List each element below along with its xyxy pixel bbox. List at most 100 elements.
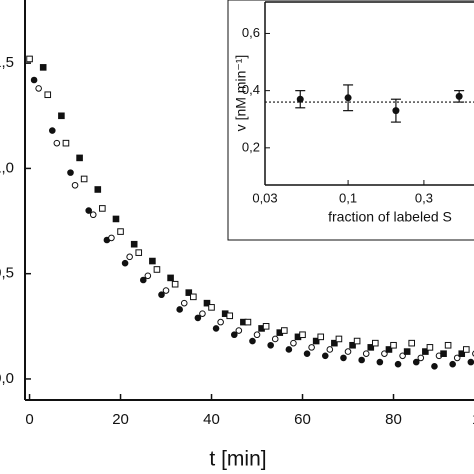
point — [285, 346, 293, 353]
point — [76, 154, 83, 162]
point — [194, 314, 202, 322]
point — [340, 354, 347, 362]
point — [455, 92, 463, 100]
point — [149, 257, 156, 265]
point — [39, 64, 47, 71]
point — [376, 358, 384, 366]
point — [230, 331, 238, 339]
point — [226, 312, 234, 320]
point — [353, 337, 361, 345]
y-tick-label: 0,0 — [0, 370, 14, 387]
point — [317, 333, 325, 341]
point — [390, 341, 397, 349]
point — [71, 181, 79, 189]
point — [48, 127, 56, 134]
point — [80, 175, 88, 183]
point — [403, 348, 411, 355]
point — [199, 310, 206, 317]
x-axis-label: fraction of labeled S — [328, 209, 452, 225]
point — [271, 335, 279, 343]
point — [185, 289, 193, 296]
x-axis-label: t [min] — [209, 448, 266, 471]
y-tick-label: 0,2 — [242, 139, 260, 154]
point — [53, 139, 61, 147]
point — [130, 240, 138, 248]
point — [422, 348, 429, 355]
point — [58, 112, 65, 120]
point — [281, 327, 288, 334]
point — [449, 360, 456, 368]
point — [321, 352, 329, 360]
point — [290, 339, 297, 347]
y-tick-label: 0,4 — [242, 82, 260, 97]
point — [89, 211, 97, 219]
point — [190, 293, 197, 301]
y-tick-label: 0,5 — [0, 265, 14, 282]
point — [135, 249, 143, 256]
point — [244, 318, 252, 326]
point — [312, 337, 320, 345]
point — [117, 228, 124, 235]
x-tick-label: 0,03 — [252, 190, 277, 205]
point — [203, 299, 211, 307]
point — [121, 259, 129, 267]
point — [349, 341, 356, 349]
point — [235, 327, 243, 334]
point — [444, 341, 452, 349]
point — [440, 350, 447, 357]
point — [167, 274, 174, 282]
point — [112, 215, 120, 223]
point — [176, 306, 183, 313]
point — [412, 358, 420, 366]
point — [344, 348, 352, 355]
point — [126, 253, 133, 261]
point — [262, 323, 270, 330]
point — [392, 107, 400, 115]
point — [296, 95, 304, 103]
point — [458, 350, 466, 357]
point — [303, 350, 311, 357]
point — [267, 341, 274, 349]
point — [99, 205, 106, 212]
point — [67, 169, 74, 176]
point — [394, 360, 402, 368]
point — [308, 344, 315, 351]
point — [212, 325, 220, 332]
point — [162, 287, 170, 294]
y-tick-label: 1,0 — [0, 159, 14, 176]
point — [153, 266, 161, 273]
point — [467, 358, 474, 366]
point — [108, 234, 115, 242]
point — [26, 55, 33, 63]
point — [335, 335, 343, 343]
point — [85, 207, 92, 214]
point — [417, 354, 425, 362]
point — [431, 363, 438, 370]
point — [331, 339, 338, 347]
point — [299, 331, 306, 339]
point — [62, 139, 70, 147]
y-tick-label: 1,5 — [0, 54, 14, 71]
point — [358, 356, 365, 364]
y-tick-label: 0,6 — [242, 25, 260, 40]
inset-frame — [227, 0, 474, 241]
x-tick-label: 60 — [294, 411, 311, 428]
x-tick-label: 40 — [203, 411, 220, 428]
point — [94, 186, 102, 193]
x-tick-label: 0,3 — [415, 190, 433, 205]
point — [408, 339, 416, 347]
point — [463, 346, 470, 353]
point — [326, 346, 334, 353]
point — [44, 91, 52, 99]
point — [367, 344, 375, 351]
y-axis-label: v [nM min⁻¹] — [233, 55, 249, 132]
point — [30, 76, 38, 84]
x-tick-label: 20 — [112, 411, 129, 428]
point — [180, 299, 188, 307]
point — [208, 304, 215, 311]
point — [372, 339, 379, 347]
x-tick-label: 0 — [25, 411, 33, 428]
point — [144, 272, 152, 280]
point — [171, 280, 179, 288]
